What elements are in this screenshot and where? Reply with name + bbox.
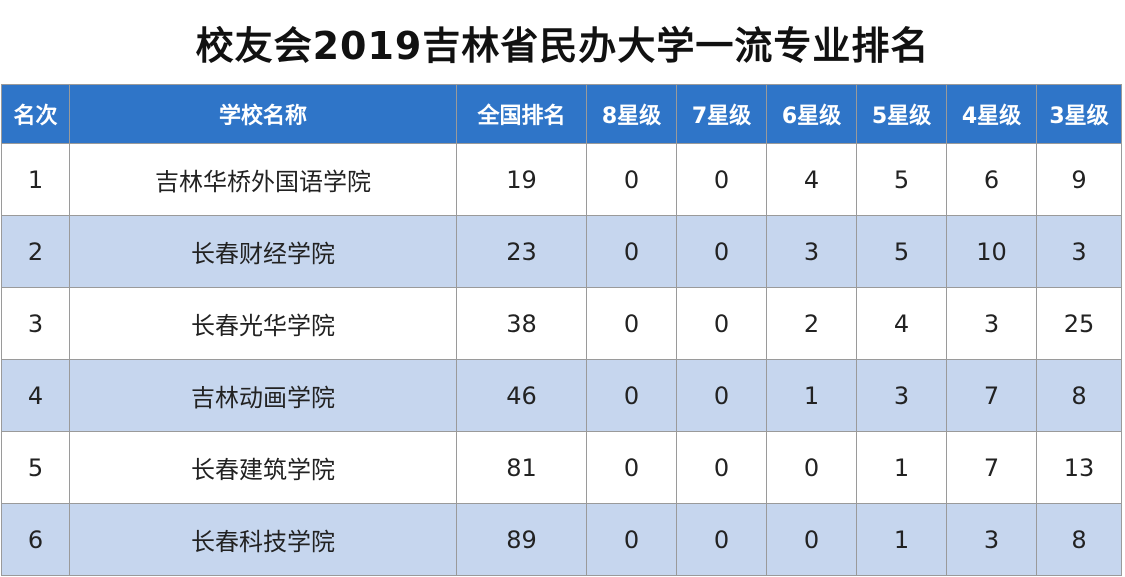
table-row: 3 长春光华学院 38 0 0 2 4 3 25 (1, 287, 1122, 360)
cell-6-star: 0 (766, 431, 857, 504)
cell-5-star: 1 (856, 431, 947, 504)
cell-6-star: 0 (766, 503, 857, 576)
cell-4-star: 6 (946, 143, 1037, 216)
cell-school-name: 长春科技学院 (69, 503, 457, 576)
cell-school-name: 长春光华学院 (69, 287, 457, 360)
header-8-star: 8星级 (586, 84, 677, 144)
cell-3-star: 25 (1036, 287, 1122, 360)
cell-national-rank: 38 (456, 287, 587, 360)
table-row: 5 长春建筑学院 81 0 0 0 1 7 13 (1, 431, 1122, 504)
header-school-name: 学校名称 (69, 84, 457, 144)
cell-school-name: 吉林华桥外国语学院 (69, 143, 457, 216)
table-row: 6 长春科技学院 89 0 0 0 1 3 8 (1, 503, 1122, 576)
cell-rank: 5 (1, 431, 70, 504)
header-6-star: 6星级 (766, 84, 857, 144)
cell-8-star: 0 (586, 431, 677, 504)
cell-5-star: 4 (856, 287, 947, 360)
cell-8-star: 0 (586, 359, 677, 432)
cell-national-rank: 46 (456, 359, 587, 432)
cell-4-star: 3 (946, 287, 1037, 360)
cell-7-star: 0 (676, 503, 767, 576)
cell-national-rank: 89 (456, 503, 587, 576)
table-body: 1 吉林华桥外国语学院 19 0 0 4 5 6 9 2 长春财经学院 23 0… (1, 143, 1122, 576)
cell-7-star: 0 (676, 287, 767, 360)
table-row: 1 吉林华桥外国语学院 19 0 0 4 5 6 9 (1, 143, 1122, 216)
cell-8-star: 0 (586, 143, 677, 216)
header-3-star: 3星级 (1036, 84, 1122, 144)
cell-national-rank: 19 (456, 143, 587, 216)
cell-4-star: 7 (946, 431, 1037, 504)
cell-6-star: 3 (766, 215, 857, 288)
header-national-rank: 全国排名 (456, 84, 587, 144)
cell-7-star: 0 (676, 359, 767, 432)
cell-7-star: 0 (676, 431, 767, 504)
cell-school-name: 长春建筑学院 (69, 431, 457, 504)
cell-5-star: 5 (856, 143, 947, 216)
cell-3-star: 13 (1036, 431, 1122, 504)
cell-national-rank: 81 (456, 431, 587, 504)
cell-5-star: 5 (856, 215, 947, 288)
cell-6-star: 1 (766, 359, 857, 432)
page-title: 校友会2019吉林省民办大学一流专业排名 (195, 23, 930, 68)
cell-6-star: 2 (766, 287, 857, 360)
header-4-star: 4星级 (946, 84, 1037, 144)
header-5-star: 5星级 (856, 84, 947, 144)
cell-3-star: 3 (1036, 215, 1122, 288)
cell-4-star: 7 (946, 359, 1037, 432)
cell-5-star: 1 (856, 503, 947, 576)
cell-6-star: 4 (766, 143, 857, 216)
cell-rank: 1 (1, 143, 70, 216)
table-header: 名次 学校名称 全国排名 8星级 7星级 6星级 5星级 4星级 3星级 (1, 84, 1122, 144)
header-row: 名次 学校名称 全国排名 8星级 7星级 6星级 5星级 4星级 3星级 (1, 84, 1122, 144)
cell-rank: 6 (1, 503, 70, 576)
cell-school-name: 长春财经学院 (69, 215, 457, 288)
cell-3-star: 8 (1036, 503, 1122, 576)
cell-8-star: 0 (586, 503, 677, 576)
table-row: 4 吉林动画学院 46 0 0 1 3 7 8 (1, 359, 1122, 432)
cell-8-star: 0 (586, 215, 677, 288)
cell-8-star: 0 (586, 287, 677, 360)
header-rank: 名次 (1, 84, 70, 144)
cell-4-star: 10 (946, 215, 1037, 288)
cell-3-star: 8 (1036, 359, 1122, 432)
cell-5-star: 3 (856, 359, 947, 432)
cell-rank: 2 (1, 215, 70, 288)
header-7-star: 7星级 (676, 84, 767, 144)
cell-7-star: 0 (676, 143, 767, 216)
cell-rank: 4 (1, 359, 70, 432)
cell-7-star: 0 (676, 215, 767, 288)
table-row: 2 长春财经学院 23 0 0 3 5 10 3 (1, 215, 1122, 288)
cell-rank: 3 (1, 287, 70, 360)
cell-4-star: 3 (946, 503, 1037, 576)
cell-national-rank: 23 (456, 215, 587, 288)
cell-school-name: 吉林动画学院 (69, 359, 457, 432)
cell-3-star: 9 (1036, 143, 1122, 216)
ranking-table: 名次 学校名称 全国排名 8星级 7星级 6星级 5星级 4星级 3星级 1 吉… (1, 84, 1122, 576)
